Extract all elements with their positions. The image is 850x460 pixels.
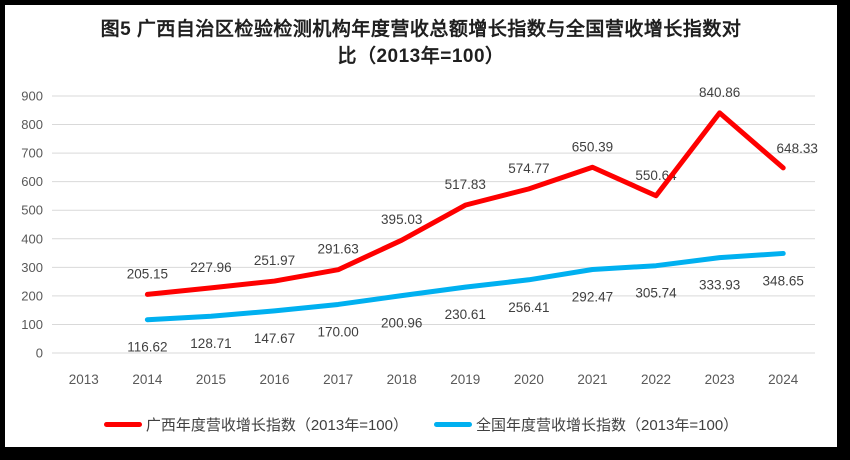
chart-legend: 广西年度营收增长指数（2013年=100） 全国年度营收增长指数（2013年=1… bbox=[5, 414, 837, 435]
legend-label-guangxi: 广西年度营收增长指数（2013年=100） bbox=[145, 417, 408, 434]
y-axis-tick-label: 300 bbox=[21, 260, 43, 275]
legend-item-national: 全国年度营收增长指数（2013年=100） bbox=[434, 414, 738, 435]
data-label: 170.00 bbox=[317, 324, 358, 339]
data-label: 333.93 bbox=[699, 278, 740, 293]
data-label: 574.77 bbox=[508, 161, 549, 176]
x-axis-tick-label: 2021 bbox=[577, 372, 607, 387]
chart-title: 图5 广西自治区检验检测机构年度营收总额增长指数与全国营收增长指数对 比（201… bbox=[5, 16, 837, 70]
data-label: 395.03 bbox=[381, 212, 422, 227]
data-label: 291.63 bbox=[317, 242, 358, 257]
data-label: 650.39 bbox=[572, 139, 613, 154]
chart-canvas: 图5 广西自治区检验检测机构年度营收总额增长指数与全国营收增长指数对 比（201… bbox=[5, 5, 837, 447]
y-axis-tick-label: 200 bbox=[21, 288, 43, 303]
x-axis-tick-label: 2017 bbox=[323, 372, 353, 387]
chart-title-line2: 比（2013年=100） bbox=[337, 46, 505, 67]
data-label: 305.74 bbox=[635, 286, 677, 301]
data-label: 348.65 bbox=[763, 273, 804, 288]
legend-item-guangxi: 广西年度营收增长指数（2013年=100） bbox=[103, 414, 408, 435]
y-axis-tick-label: 0 bbox=[36, 346, 43, 361]
y-axis-tick-label: 100 bbox=[21, 317, 43, 332]
chart-title-line1: 图5 广西自治区检验检测机构年度营收总额增长指数与全国营收增长指数对 bbox=[100, 19, 742, 40]
x-axis-tick-label: 2014 bbox=[132, 372, 163, 387]
series-line-national bbox=[144, 250, 786, 323]
data-label: 128.71 bbox=[190, 336, 231, 351]
data-label: 116.62 bbox=[127, 340, 167, 355]
y-axis-tick-label: 600 bbox=[21, 174, 43, 189]
data-label: 648.33 bbox=[777, 141, 818, 156]
data-label: 147.67 bbox=[254, 331, 295, 346]
y-axis-tick-label: 400 bbox=[21, 231, 43, 246]
line-chart: 0 100 200 300 400 500 600 700 800 900 2013 2014 2015… bbox=[21, 85, 818, 387]
y-axis-tick-label: 900 bbox=[21, 89, 43, 104]
data-label: 292.47 bbox=[572, 289, 613, 304]
legend-swatch-national bbox=[434, 422, 472, 427]
y-axis-tick-label: 800 bbox=[21, 117, 43, 132]
x-axis-tick-label: 2019 bbox=[450, 372, 480, 387]
x-axis-tick-label: 2013 bbox=[69, 372, 99, 387]
x-axis-tick-label: 2023 bbox=[705, 372, 735, 387]
data-label: 227.96 bbox=[190, 260, 231, 275]
legend-label-national: 全国年度营收增长指数（2013年=100） bbox=[476, 417, 739, 434]
x-axis-tick-label: 2015 bbox=[196, 372, 226, 387]
data-label: 200.96 bbox=[381, 316, 422, 331]
y-axis-tick-label: 700 bbox=[21, 146, 43, 161]
data-label: 256.41 bbox=[508, 300, 549, 315]
x-axis-tick-label: 2024 bbox=[768, 372, 799, 387]
data-label: 840.86 bbox=[699, 85, 740, 100]
legend-swatch-guangxi bbox=[103, 422, 142, 427]
data-label: 230.61 bbox=[445, 307, 486, 322]
y-axis-tick-label: 500 bbox=[21, 203, 43, 218]
data-label: 205.15 bbox=[127, 266, 168, 281]
x-axis-tick-label: 2020 bbox=[514, 372, 544, 387]
series-line-guangxi bbox=[144, 110, 786, 297]
data-label: 517.83 bbox=[445, 177, 486, 192]
data-label: 251.97 bbox=[254, 253, 295, 268]
x-axis-tick-label: 2018 bbox=[387, 372, 417, 387]
x-axis-tick-label: 2016 bbox=[260, 372, 290, 387]
x-axis-tick-label: 2022 bbox=[641, 372, 671, 387]
